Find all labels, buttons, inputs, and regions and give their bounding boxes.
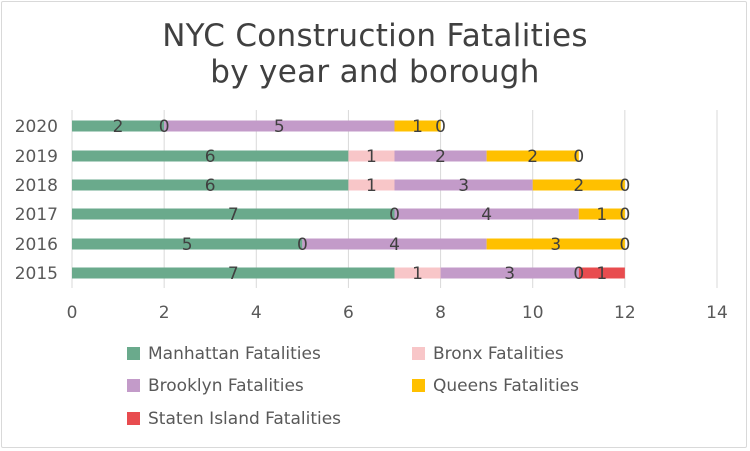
data-label: 0 xyxy=(573,264,584,284)
data-label: 2 xyxy=(573,176,584,196)
bar-segment xyxy=(348,179,395,191)
data-label: 0 xyxy=(297,235,308,255)
data-label: 6 xyxy=(205,147,216,167)
x-tick-label: 2 xyxy=(159,303,170,323)
bar-segment xyxy=(532,179,625,191)
legend-swatch xyxy=(412,379,425,392)
data-label: 1 xyxy=(412,264,423,284)
legend-item: Manhattan Fatalities xyxy=(127,343,321,365)
bar-segment xyxy=(394,179,533,191)
legend-label: Queens Fatalities xyxy=(433,376,579,396)
bar-segment xyxy=(394,267,441,279)
data-label: 0 xyxy=(619,205,630,225)
category-label: 2019 xyxy=(15,147,58,167)
data-label: 3 xyxy=(458,176,469,196)
x-tick-label: 0 xyxy=(67,303,78,323)
bar-segment xyxy=(486,150,579,162)
bar-segment xyxy=(72,238,303,250)
bar-segment xyxy=(394,150,487,162)
bar-segment xyxy=(394,120,441,132)
bar-segment xyxy=(578,208,625,220)
data-label: 2 xyxy=(435,147,446,167)
category-label: 2020 xyxy=(15,117,58,137)
data-label: 1 xyxy=(596,205,607,225)
legend-label: Brooklyn Fatalities xyxy=(148,376,304,396)
legend-label: Manhattan Fatalities xyxy=(148,344,321,364)
legend-swatch xyxy=(127,347,140,360)
bar-segment xyxy=(72,179,349,191)
legend-item: Queens Fatalities xyxy=(412,375,579,397)
bar-segment xyxy=(486,238,625,250)
bar-segment xyxy=(72,150,349,162)
legend-swatch xyxy=(127,379,140,392)
category-label: 2016 xyxy=(15,235,58,255)
data-label: 1 xyxy=(412,117,423,137)
x-tick-label: 6 xyxy=(343,303,354,323)
data-label: 5 xyxy=(182,235,193,255)
data-label: 1 xyxy=(366,147,377,167)
data-label: 5 xyxy=(274,117,285,137)
x-tick-label: 12 xyxy=(614,303,636,323)
legend-label: Bronx Fatalities xyxy=(433,344,564,364)
data-label: 0 xyxy=(159,117,170,137)
data-label: 2 xyxy=(527,147,538,167)
gridlines xyxy=(71,110,718,288)
bar-segment xyxy=(348,150,395,162)
category-label: 2018 xyxy=(15,176,58,196)
data-label: 4 xyxy=(481,205,492,225)
bar-segment xyxy=(72,208,395,220)
data-label: 0 xyxy=(619,176,630,196)
data-label: 1 xyxy=(596,264,607,284)
legend-item: Bronx Fatalities xyxy=(412,343,564,365)
data-label: 3 xyxy=(550,235,561,255)
category-labels: 2020 2019 2018 2017 2016 2015 xyxy=(15,117,58,284)
category-label: 2017 xyxy=(15,205,58,225)
x-axis-ticks: 0 2 4 6 8 10 12 14 xyxy=(67,303,728,323)
bar-segment xyxy=(164,120,395,132)
data-label: 2 xyxy=(113,117,124,137)
legend-swatch xyxy=(127,412,140,425)
x-tick-label: 4 xyxy=(251,303,262,323)
chart-title-line-1: NYC Construction Fatalities xyxy=(162,18,588,54)
data-label: 6 xyxy=(205,176,216,196)
data-label: 4 xyxy=(389,235,400,255)
bar-segment xyxy=(440,267,579,279)
category-label: 2015 xyxy=(15,264,58,284)
data-label: 0 xyxy=(619,235,630,255)
x-tick-label: 14 xyxy=(706,303,728,323)
bar-segment xyxy=(72,267,395,279)
legend-label: Staten Island Fatalities xyxy=(148,409,342,429)
x-tick-label: 10 xyxy=(522,303,544,323)
data-label: 0 xyxy=(573,147,584,167)
data-label: 0 xyxy=(389,205,400,225)
data-label: 1 xyxy=(366,176,377,196)
chart-title-line-2: by year and borough xyxy=(210,54,540,90)
data-label: 7 xyxy=(228,205,239,225)
bar-segment xyxy=(302,238,487,250)
bar-segment xyxy=(578,267,625,279)
data-label: 7 xyxy=(228,264,239,284)
legend-swatch xyxy=(412,347,425,360)
data-label: 0 xyxy=(435,117,446,137)
data-labels: 2 0 5 1 06 1 2 2 06 1 3 2 07 0 4 1 05 0 4 3 07 1 3 0 1 xyxy=(113,117,631,284)
legend-item: Brooklyn Fatalities xyxy=(127,375,304,397)
x-tick-label: 8 xyxy=(435,303,446,323)
bar-segment xyxy=(72,120,165,132)
bar-segment xyxy=(394,208,579,220)
data-label: 3 xyxy=(504,264,515,284)
bars xyxy=(72,120,625,279)
legend-item: Staten Island Fatalities xyxy=(127,408,341,430)
